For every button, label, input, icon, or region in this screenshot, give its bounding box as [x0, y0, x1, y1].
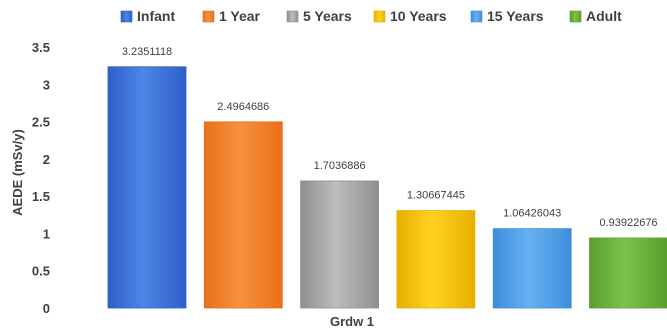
data-label: 3.2351118: [122, 46, 172, 58]
y-axis: 0 0.5 1 1.5 2 2.5 3 3.5: [32, 40, 50, 316]
data-labels: 3.2351118 2.4964686 1.7036886 1.30667445 1.0…: [122, 46, 658, 229]
legend-label: 15 Years: [487, 8, 544, 24]
bar-15-years: [492, 228, 572, 309]
legend-swatch-1-year: [202, 10, 215, 23]
bar-5-years: [300, 180, 380, 309]
legend: Infant 1 Year 5 Years 10 Years 15 Years Adult: [120, 8, 622, 24]
x-axis-title: Grdw 1: [330, 314, 374, 329]
legend-label: 1 Year: [219, 8, 261, 24]
data-label: 0.93922676: [599, 217, 657, 229]
y-axis-title: AEDE (mSv/y): [10, 129, 25, 216]
data-label: 1.7036886: [314, 160, 366, 172]
legend-label: Infant: [137, 8, 175, 24]
legend-label: Adult: [586, 8, 622, 24]
legend-label: 5 Years: [303, 8, 352, 24]
bar-10-years: [396, 210, 476, 309]
legend-swatch-10-years: [373, 10, 386, 23]
legend-swatch-5-years: [286, 10, 299, 23]
bar-infant: [107, 66, 187, 309]
bar-1-year: [203, 121, 283, 309]
y-tick-label: 0.5: [32, 264, 50, 279]
y-tick-label: 3: [43, 77, 50, 92]
legend-swatch-adult: [569, 10, 582, 23]
legend-swatch-15-years: [470, 10, 483, 23]
legend-label: 10 Years: [390, 8, 447, 24]
data-label: 1.06426043: [503, 208, 561, 220]
y-tick-label: 2.5: [32, 115, 50, 130]
bar-adult: [589, 237, 667, 309]
y-tick-label: 3.5: [32, 40, 50, 55]
data-label: 2.4964686: [217, 101, 269, 113]
y-tick-label: 0: [43, 301, 50, 316]
legend-swatch-infant: [120, 10, 133, 23]
bars: [107, 66, 667, 309]
y-tick-label: 2: [43, 152, 50, 167]
y-tick-label: 1: [43, 226, 50, 241]
y-tick-label: 1.5: [32, 189, 50, 204]
data-label: 1.30667445: [407, 190, 465, 202]
